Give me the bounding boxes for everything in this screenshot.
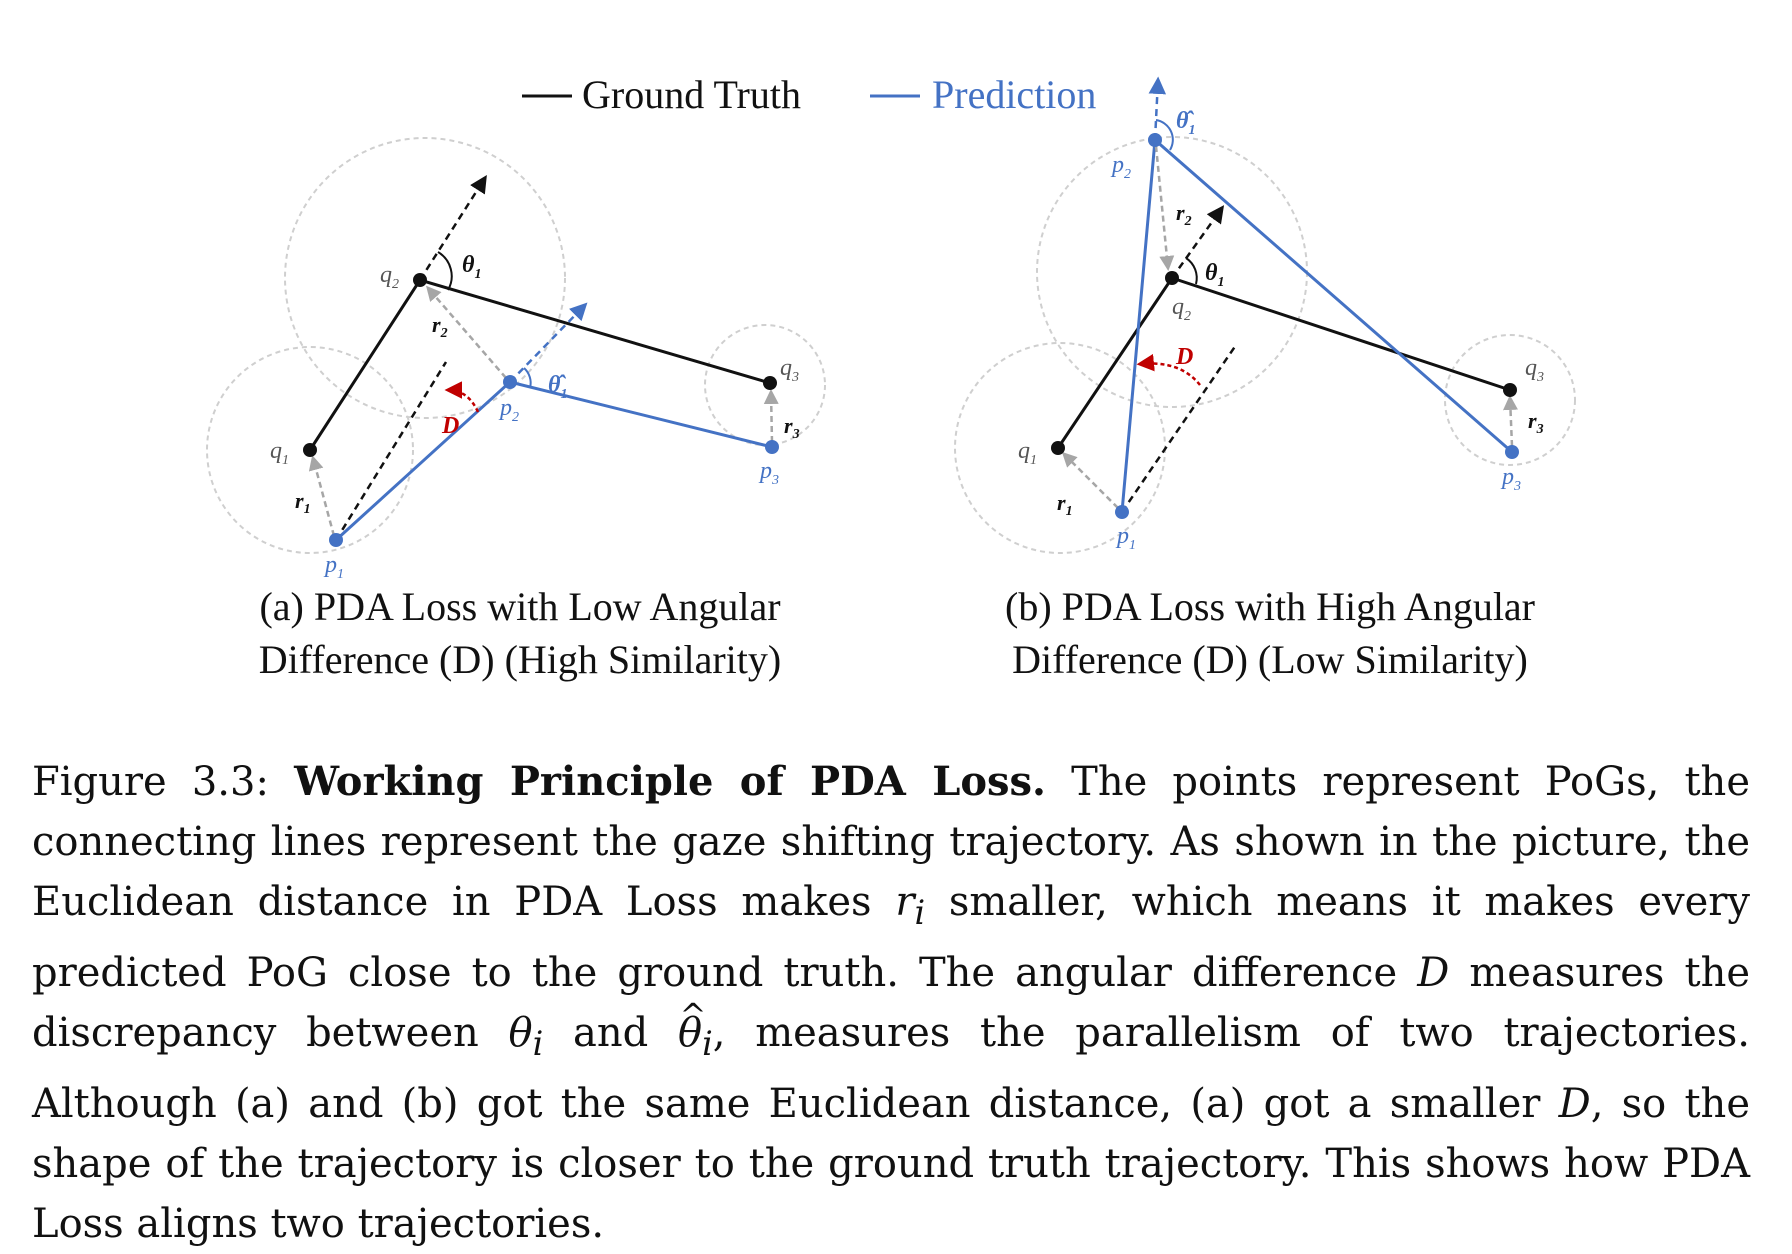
caption-text-2: smaller, which means it makes every pred… bbox=[32, 879, 1750, 996]
panel-a-caption-line2: Difference (D) (High Similarity) bbox=[259, 637, 781, 682]
residual-r1-arrow bbox=[308, 455, 336, 537]
parallel-reference-line bbox=[334, 361, 448, 541]
label-p2: p2 bbox=[1110, 152, 1131, 182]
theta-direction-arrow bbox=[418, 175, 487, 281]
caption-theta-i: θi bbox=[508, 1010, 544, 1063]
label-r3: r3 bbox=[784, 413, 800, 442]
point-q1 bbox=[1051, 441, 1065, 455]
angle-d-arc bbox=[444, 381, 480, 413]
panel-a: q1 q2 q3 p1 p2 p3 r1 r2 r3 θ1 θ̂1 D (a) … bbox=[206, 137, 826, 682]
label-r1: r1 bbox=[295, 488, 311, 517]
label-d: D bbox=[1175, 344, 1193, 370]
label-p1: p1 bbox=[1115, 523, 1136, 553]
legend-ground-truth-label: Ground Truth bbox=[582, 72, 801, 117]
point-p3 bbox=[1505, 445, 1519, 459]
theta-hat-direction-arrow bbox=[509, 302, 588, 383]
label-r1: r1 bbox=[1057, 490, 1073, 519]
theta-direction-arrow bbox=[1170, 205, 1225, 279]
point-q2 bbox=[413, 273, 427, 287]
label-q2: q2 bbox=[380, 262, 399, 292]
caption-theta-hat-i: θ ^ i bbox=[677, 996, 713, 1063]
theta-hat-arc bbox=[1155, 119, 1174, 151]
point-q3 bbox=[763, 376, 777, 390]
caption-title: Working Principle of PDA Loss. bbox=[294, 758, 1046, 805]
label-r2: r2 bbox=[432, 312, 448, 341]
label-theta: θ1 bbox=[462, 252, 481, 282]
label-q1: q1 bbox=[1018, 438, 1037, 468]
label-r3: r3 bbox=[1528, 408, 1544, 437]
residual-r1-arrow bbox=[1061, 451, 1119, 509]
legend: Ground Truth Prediction bbox=[522, 72, 1096, 117]
caption-text-1: The points represent PoGs, the connectin… bbox=[32, 759, 1750, 925]
label-p3: p3 bbox=[1500, 464, 1521, 494]
angle-d-arc bbox=[1136, 353, 1201, 386]
theta-hat-arc bbox=[523, 367, 532, 389]
label-p1: p1 bbox=[323, 552, 344, 582]
label-p3: p3 bbox=[758, 458, 779, 488]
panel-b-caption-line2: Difference (D) (Low Similarity) bbox=[1012, 637, 1528, 682]
point-p2 bbox=[1148, 133, 1162, 147]
caption-text-3: measures the discrepancy between bbox=[32, 950, 1750, 1056]
point-p1 bbox=[1115, 505, 1129, 519]
ground-truth-trajectory bbox=[308, 278, 771, 451]
residual-r3-arrow bbox=[763, 389, 779, 443]
caption-text-5: , measures the parallelism of two trajec… bbox=[32, 1010, 1750, 1127]
parallel-reference-line bbox=[1120, 344, 1238, 513]
label-theta-hat: θ̂1 bbox=[1176, 108, 1195, 138]
point-q1 bbox=[303, 443, 317, 457]
point-p3 bbox=[765, 440, 779, 454]
label-q3: q3 bbox=[780, 355, 799, 385]
caption-d: D bbox=[1417, 950, 1450, 996]
residual-r3-arrow bbox=[1503, 395, 1518, 447]
label-p2: p2 bbox=[498, 395, 519, 425]
caption-r-i: ri bbox=[895, 879, 926, 932]
theta-arc bbox=[437, 251, 453, 291]
theta-arc bbox=[1185, 257, 1198, 285]
prediction-trajectory bbox=[334, 380, 773, 542]
circle-q2 bbox=[284, 137, 566, 419]
label-r2: r2 bbox=[1176, 200, 1192, 229]
figure-caption: Figure 3.3: Working Principle of PDA Los… bbox=[32, 752, 1750, 1254]
circle-q1 bbox=[206, 346, 414, 554]
caption-prefix: Figure 3.3: bbox=[32, 759, 295, 805]
label-q3: q3 bbox=[1525, 355, 1544, 385]
caption-text-6: , so the shape of the trajectory is clos… bbox=[32, 1081, 1750, 1247]
ground-truth-trajectory bbox=[1056, 276, 1511, 449]
label-q1: q1 bbox=[270, 438, 289, 468]
residual-r2-arrow bbox=[1154, 145, 1175, 271]
panel-a-caption-line1: (a) PDA Loss with Low Angular bbox=[259, 584, 780, 629]
point-p1 bbox=[329, 533, 343, 547]
caption-text-4: and bbox=[543, 1010, 678, 1056]
point-p2 bbox=[503, 375, 517, 389]
label-theta: θ1 bbox=[1205, 260, 1224, 290]
label-theta-hat: θ̂1 bbox=[548, 372, 567, 402]
panel-b-caption-line1: (b) PDA Loss with High Angular bbox=[1005, 584, 1535, 629]
label-q2: q2 bbox=[1172, 294, 1191, 324]
label-d: D bbox=[441, 413, 459, 439]
legend-prediction-label: Prediction bbox=[932, 72, 1096, 117]
point-q2 bbox=[1165, 271, 1179, 285]
caption-d-2: D bbox=[1558, 1081, 1591, 1127]
panel-b: q1 q2 q3 p1 p2 p3 r1 r2 r3 θ1 θ̂1 D (b) … bbox=[954, 76, 1576, 682]
circle-q3 bbox=[1444, 334, 1576, 466]
point-q3 bbox=[1503, 383, 1517, 397]
theta-hat-direction-arrow bbox=[1148, 76, 1167, 141]
